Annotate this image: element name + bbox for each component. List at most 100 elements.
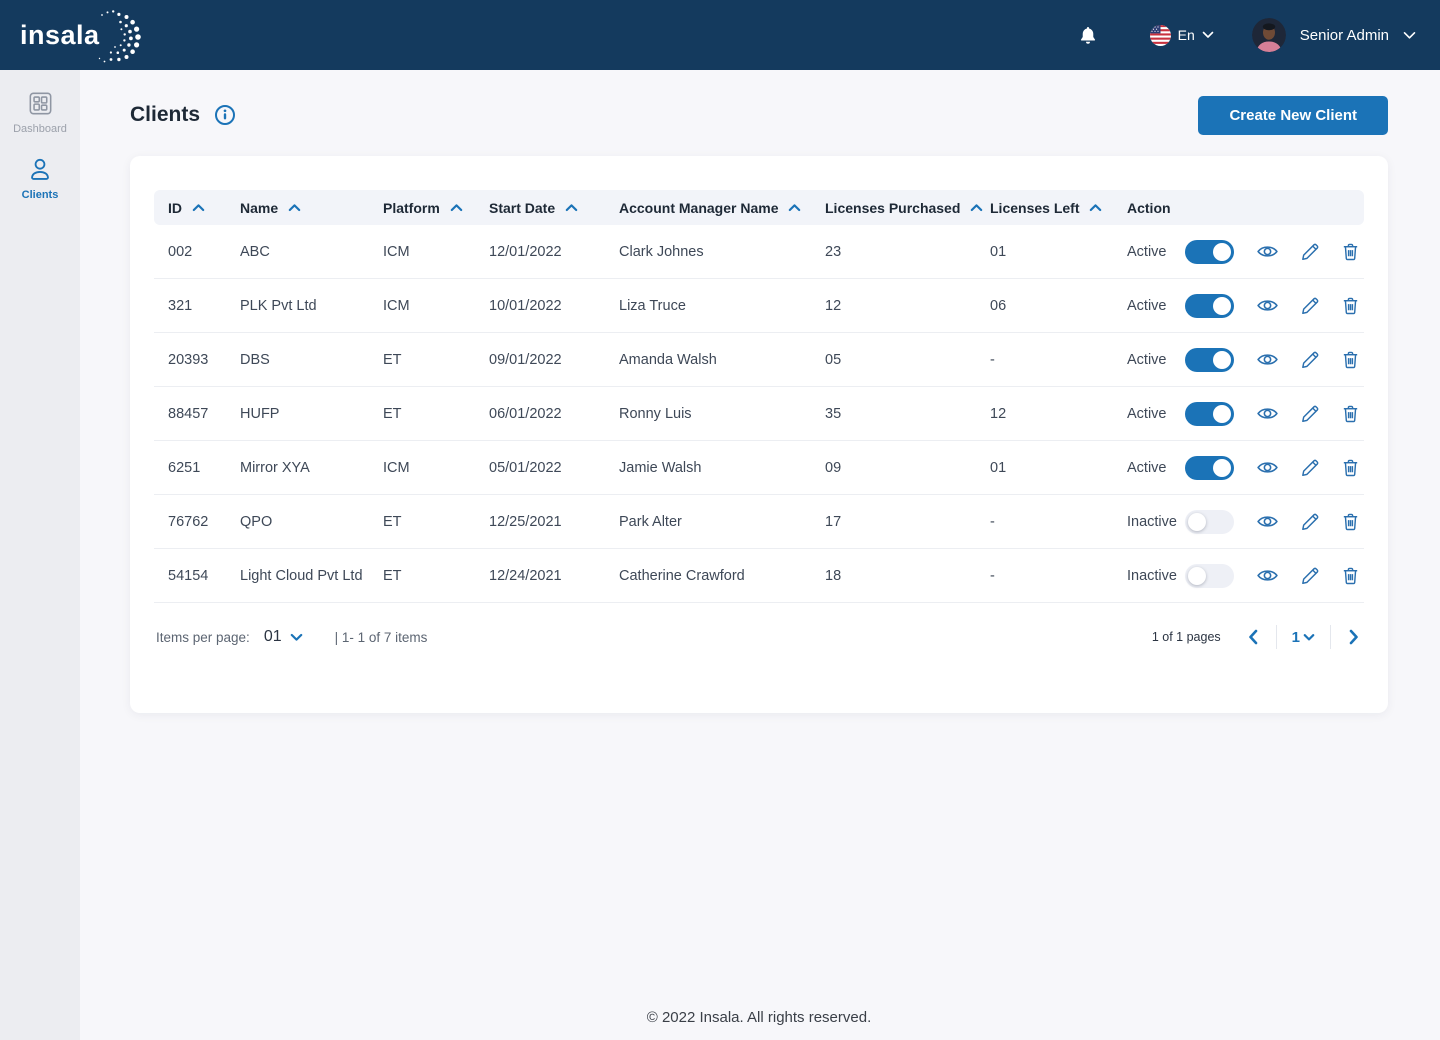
chevron-left-icon [1247,629,1259,645]
status-toggle[interactable] [1185,348,1234,372]
column-header[interactable]: Start Date [489,200,619,216]
table-row: 002 ABC ICM 12/01/2022 Clark Johnes 23 0… [154,225,1364,279]
column-header[interactable]: Platform [383,200,489,216]
view-button[interactable] [1256,240,1279,263]
cell-licenses-purchased: 09 [825,460,990,476]
column-header[interactable]: Name [240,200,383,216]
table-row: 54154 Light Cloud Pvt Ltd ET 12/24/2021 … [154,549,1364,603]
status-label: Active [1127,244,1185,260]
page-number-select[interactable]: 1 [1292,629,1315,646]
pencil-icon [1299,241,1320,262]
status-toggle[interactable] [1185,510,1234,534]
delete-button[interactable] [1340,565,1361,586]
cell-platform: ICM [383,460,489,476]
top-navbar: insala [0,0,1440,70]
sidebar-item-label: Clients [22,189,59,201]
column-header[interactable]: ID [168,200,240,216]
table-row: 6251 Mirror XYA ICM 05/01/2022 Jamie Wal… [154,441,1364,495]
clients-table-card: ID Name Platform Start Date Account Mana… [130,156,1388,713]
cell-action: Active [1127,294,1364,318]
view-button[interactable] [1256,402,1279,425]
status-label: Active [1127,406,1185,422]
toggle-knob [1188,567,1206,585]
cell-platform: ET [383,514,489,530]
language-selector[interactable]: En [1150,25,1214,46]
page-header: Clients Create New Client [130,96,1388,134]
dashboard-icon [27,90,54,117]
status-toggle[interactable] [1185,456,1234,480]
cell-start-date: 09/01/2022 [489,352,619,368]
view-button[interactable] [1256,510,1279,533]
eye-icon [1256,348,1279,371]
status-toggle[interactable] [1185,402,1234,426]
cell-licenses-left: - [990,352,1127,368]
logo-text: insala [20,20,100,51]
delete-button[interactable] [1340,295,1361,316]
column-header[interactable]: Account Manager Name [619,200,825,216]
delete-button[interactable] [1340,349,1361,370]
view-button[interactable] [1256,456,1279,479]
main-content: Clients Create New Client ID Name Platfo… [80,70,1440,1040]
status-toggle[interactable] [1185,564,1234,588]
status-toggle[interactable] [1185,294,1234,318]
create-new-client-button[interactable]: Create New Client [1198,96,1388,135]
edit-button[interactable] [1299,403,1320,424]
cell-id: 88457 [168,406,240,422]
cell-licenses-purchased: 23 [825,244,990,260]
items-per-page-select[interactable]: 01 [264,628,303,646]
edit-button[interactable] [1299,349,1320,370]
pagination-bar: Items per page: 01 | 1- 1 of 7 items 1 o… [154,625,1364,649]
cell-start-date: 06/01/2022 [489,406,619,422]
page-title: Clients [130,103,200,127]
cell-id: 20393 [168,352,240,368]
cell-licenses-purchased: 12 [825,298,990,314]
sidebar-item-dashboard[interactable]: Dashboard [0,84,80,141]
edit-button[interactable] [1299,295,1320,316]
view-button[interactable] [1256,564,1279,587]
status-toggle[interactable] [1185,240,1234,264]
cell-licenses-purchased: 18 [825,568,990,584]
edit-button[interactable] [1299,511,1320,532]
edit-button[interactable] [1299,457,1320,478]
cell-licenses-left: 01 [990,460,1127,476]
table-row: 20393 DBS ET 09/01/2022 Amanda Walsh 05 … [154,333,1364,387]
pencil-icon [1299,403,1320,424]
trash-icon [1340,403,1361,424]
table-row: 321 PLK Pvt Ltd ICM 10/01/2022 Liza Truc… [154,279,1364,333]
cell-account-manager: Catherine Crawford [619,568,825,584]
cell-licenses-left: - [990,568,1127,584]
toggle-knob [1213,351,1231,369]
us-flag-icon [1150,25,1171,46]
cell-id: 54154 [168,568,240,584]
eye-icon [1256,564,1279,587]
delete-button[interactable] [1340,403,1361,424]
sidebar-item-clients[interactable]: Clients [0,149,80,207]
info-button[interactable] [214,104,236,126]
view-button[interactable] [1256,294,1279,317]
user-menu[interactable]: Senior Admin [1252,18,1416,52]
cell-name: ABC [240,244,383,260]
user-name: Senior Admin [1300,27,1389,44]
cell-name: PLK Pvt Ltd [240,298,383,314]
next-page-button[interactable] [1346,627,1362,647]
column-header: Action [1127,200,1364,216]
column-header[interactable]: Licenses Purchased [825,200,990,216]
cell-name: QPO [240,514,383,530]
column-header[interactable]: Licenses Left [990,200,1127,216]
view-button[interactable] [1256,348,1279,371]
eye-icon [1256,510,1279,533]
cell-platform: ICM [383,298,489,314]
delete-button[interactable] [1340,457,1361,478]
previous-page-button[interactable] [1245,627,1261,647]
edit-button[interactable] [1299,241,1320,262]
cell-platform: ET [383,406,489,422]
items-range-text: | 1- 1 of 7 items [335,630,428,645]
cell-licenses-left: 01 [990,244,1127,260]
delete-button[interactable] [1340,241,1361,262]
cell-licenses-left: 06 [990,298,1127,314]
delete-button[interactable] [1340,511,1361,532]
sort-chevron-up-icon [1089,203,1102,212]
notifications-button[interactable] [1078,24,1098,46]
edit-button[interactable] [1299,565,1320,586]
pencil-icon [1299,565,1320,586]
